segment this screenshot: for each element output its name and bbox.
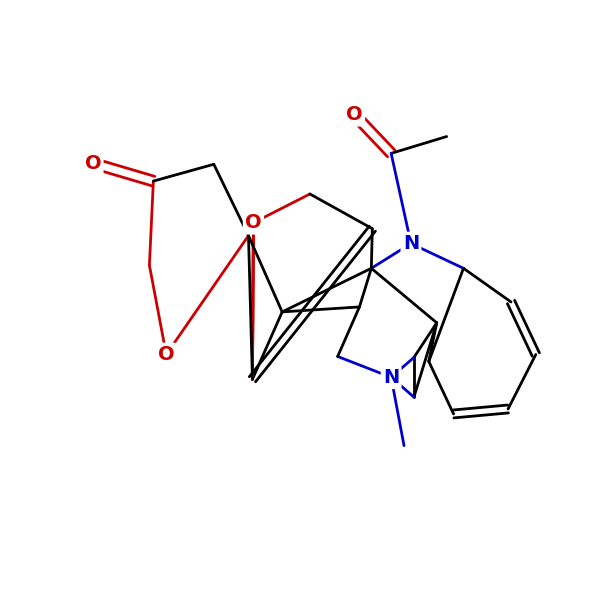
Text: N: N [403,234,419,253]
Text: O: O [85,154,101,173]
Text: O: O [158,345,175,364]
Text: O: O [346,105,363,124]
Text: O: O [245,213,262,232]
Text: N: N [383,368,399,387]
